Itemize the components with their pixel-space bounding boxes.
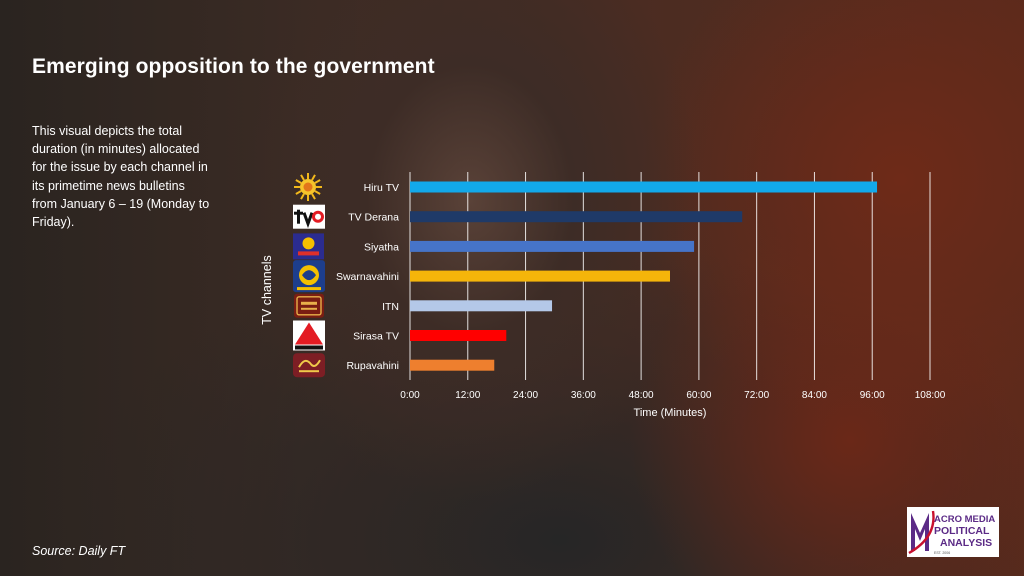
bar-sirasa-tv bbox=[410, 330, 507, 341]
chart-description: This visual depicts the total duration (… bbox=[32, 124, 210, 230]
brand-m-mark-icon bbox=[911, 513, 929, 551]
x-axis-title: Time (Minutes) bbox=[634, 407, 707, 419]
itn-logo-icon bbox=[294, 293, 324, 318]
brand-est: EST. 2006 bbox=[934, 551, 950, 555]
x-tick-label: 0:00 bbox=[400, 390, 420, 401]
bars bbox=[410, 181, 878, 371]
siyatha-tv-logo-icon bbox=[293, 233, 324, 260]
category-label: Hiru TV bbox=[364, 182, 399, 194]
brand-logo: ACRO MEDIA POLITICAL ANALYSIS EST. 2006 bbox=[907, 507, 999, 557]
category-label: Rupavahini bbox=[346, 360, 399, 372]
sirasa-tv-logo-icon bbox=[293, 320, 325, 351]
category-label: TV Derana bbox=[348, 212, 399, 224]
x-tick-labels: 0:00 12:00 24:00 36:00 48:00 60:00 72:00 84:00 9… bbox=[400, 390, 945, 401]
brand-line-2: POLITICAL bbox=[934, 525, 990, 537]
category-label: Sirasa TV bbox=[353, 331, 399, 343]
page-title: Emerging opposition to the government bbox=[32, 55, 435, 78]
x-tick-label: 84:00 bbox=[802, 390, 827, 401]
x-tick-label: 48:00 bbox=[629, 390, 654, 401]
rupavahini-logo-icon bbox=[293, 353, 325, 378]
bar-siyatha bbox=[410, 240, 695, 252]
x-tick-label: 12:00 bbox=[455, 390, 480, 401]
category-label: ITN bbox=[382, 301, 399, 313]
brand-swoosh-icon bbox=[908, 510, 935, 555]
bar-rupavahini bbox=[410, 359, 495, 371]
y-axis-title: TV channels bbox=[260, 255, 274, 324]
category-label: Swarnavahini bbox=[336, 271, 399, 283]
hiru-tv-logo-icon bbox=[294, 173, 322, 201]
bar-itn bbox=[410, 300, 553, 312]
bar-hiru-tv bbox=[410, 181, 878, 193]
channel-logos bbox=[293, 173, 325, 378]
category-label: Siyatha bbox=[364, 241, 399, 253]
bar-tv-derana bbox=[410, 211, 743, 223]
x-tick-label: 36:00 bbox=[571, 390, 596, 401]
swarnavahini-logo-icon bbox=[293, 260, 325, 293]
tv-derana-logo-icon bbox=[293, 204, 325, 229]
brand-line-1: ACRO MEDIA bbox=[934, 514, 995, 525]
category-labels: Hiru TV TV Derana Siyatha Swarnavahini ITN Si… bbox=[336, 182, 399, 372]
x-tick-label: 72:00 bbox=[744, 390, 769, 401]
source-note: Source: Daily FT bbox=[32, 544, 126, 558]
x-tick-label: 24:00 bbox=[513, 390, 538, 401]
x-tick-label: 108:00 bbox=[915, 390, 946, 401]
brand-line-3: ANALYSIS bbox=[940, 537, 992, 549]
x-tick-label: 60:00 bbox=[686, 390, 711, 401]
x-tick-label: 96:00 bbox=[860, 390, 885, 401]
bar-swarnavahini bbox=[410, 270, 670, 282]
